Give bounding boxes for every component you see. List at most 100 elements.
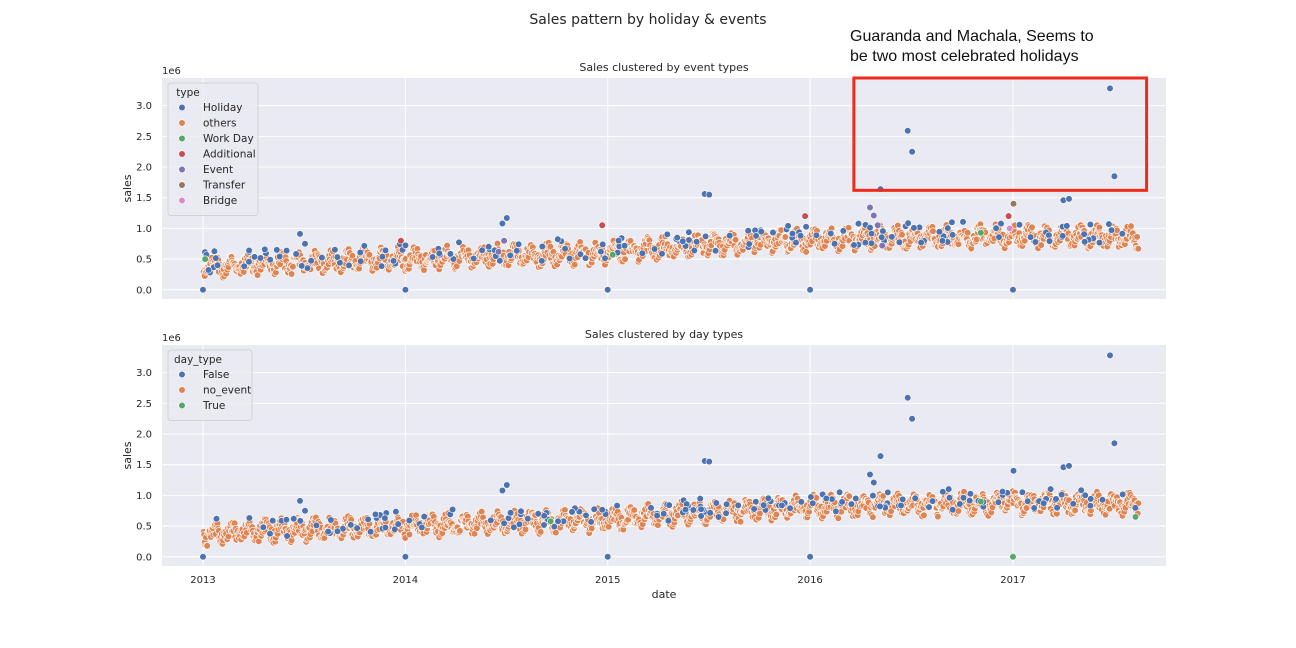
scatter-point-false	[876, 502, 884, 511]
scatter-point-false	[689, 506, 697, 514]
scatter-point-false	[832, 507, 840, 516]
legend-label: Event	[203, 164, 233, 176]
scatter-point-false	[852, 494, 860, 503]
scatter-point-holiday	[378, 253, 387, 261]
scatter-point-false	[604, 553, 612, 561]
scatter-point-holiday	[292, 250, 300, 258]
scatter-point-false	[540, 512, 548, 520]
scatter-point-false	[750, 505, 758, 513]
legend-marker	[178, 181, 186, 189]
legend-marker	[178, 134, 186, 143]
scatter-point-false	[327, 516, 335, 524]
scatter-point-false	[696, 495, 704, 503]
scatter-point-others	[288, 270, 296, 278]
scatter-point-holiday	[904, 127, 912, 135]
scatter-point-false	[515, 520, 524, 528]
scatter-point-false	[752, 498, 760, 506]
scatter-point-true	[546, 517, 555, 525]
scatter-point-holiday	[210, 247, 218, 255]
scatter-point-false	[876, 452, 885, 460]
scatter-point-event	[500, 237, 508, 245]
scatter-point-holiday	[997, 220, 1005, 228]
annotation-line-1: Guaranda and Machala, Seems to	[850, 28, 1094, 45]
y-tick-label: 2.5	[136, 399, 152, 410]
scatter-point-holiday	[1105, 220, 1113, 228]
scatter-point-false	[353, 524, 361, 532]
scatter-point-event	[494, 248, 503, 256]
scatter-point-holiday	[381, 246, 390, 254]
scatter-point-false	[822, 494, 830, 503]
scatter-point-holiday	[959, 218, 967, 226]
scatter-point-holiday	[910, 224, 918, 232]
scatter-point-no_event	[772, 510, 780, 519]
scatter-point-others	[1127, 222, 1135, 230]
scatter-point-holiday	[904, 219, 912, 227]
scatter-point-false	[282, 516, 291, 524]
scatter-point-others	[1133, 233, 1141, 241]
y-tick-label: 0.5	[136, 522, 152, 533]
scatter-point-false	[966, 490, 975, 498]
scatter-point-false	[269, 516, 277, 525]
legend-label: True	[202, 400, 225, 412]
scatter-point-holiday	[744, 227, 752, 235]
scatter-point-holiday	[401, 241, 410, 249]
scatter-point-holiday	[784, 222, 792, 230]
scatter-point-false	[524, 515, 532, 523]
annotation: Guaranda and Machala, Seems to be two mo…	[850, 28, 1094, 65]
scatter-point-holiday	[496, 257, 504, 265]
scatter-point-others	[954, 240, 963, 248]
scatter-point-false	[1119, 490, 1127, 499]
scatter-point-holiday	[261, 245, 269, 253]
scatter-point-holiday	[597, 248, 605, 256]
scatter-point-additional	[598, 221, 606, 229]
scatter-point-others	[254, 271, 262, 279]
scatter-point-holiday	[199, 286, 207, 294]
scatter-point-holiday	[658, 250, 666, 258]
scatter-point-false	[381, 514, 389, 522]
scatter-point-false	[391, 525, 399, 533]
scatter-point-holiday	[685, 228, 693, 236]
legend-marker	[178, 119, 186, 127]
scatter-point-holiday	[757, 228, 765, 236]
scatter-point-holiday	[1080, 230, 1088, 238]
legend-box	[167, 349, 253, 421]
scatter-point-no_event	[756, 509, 764, 518]
scatter-point-false	[266, 529, 274, 538]
scatter-point-holiday	[879, 227, 887, 235]
scatter-point-event	[866, 203, 874, 212]
scatter-point-false	[949, 506, 957, 514]
scatter-point-holiday	[401, 286, 410, 294]
scatter-point-holiday	[212, 254, 220, 262]
scatter-point-no_event	[405, 530, 414, 539]
scatter-point-false	[212, 515, 221, 523]
scatter-point-holiday	[485, 243, 493, 251]
y-tick-label: 1.5	[136, 460, 152, 471]
scatter-point-no_event	[521, 525, 530, 534]
scatter-point-false	[760, 501, 768, 509]
scatter-point-holiday	[830, 240, 839, 248]
legend-title: type	[176, 87, 199, 99]
scatter-point-false	[764, 494, 772, 502]
scatter-point-false	[312, 521, 321, 530]
scatter-point-holiday	[360, 242, 368, 250]
scatter-point-false	[956, 500, 964, 508]
scatter-point-work-day	[977, 229, 985, 237]
scatter-point-holiday	[711, 247, 720, 255]
y-tick-label: 2.5	[136, 132, 152, 143]
scatter-point-false	[1052, 495, 1060, 503]
scatter-point-false	[371, 510, 380, 519]
scatter-point-others	[963, 229, 972, 237]
scatter-point-others	[929, 227, 937, 235]
scatter-point-false	[510, 523, 518, 531]
legend-marker	[178, 103, 186, 112]
scatter-point-false	[199, 553, 207, 561]
scatter-point-others	[1134, 245, 1142, 253]
scatter-point-holiday	[1095, 239, 1104, 247]
scatter-point-holiday	[938, 237, 947, 245]
scatter-point-others	[546, 243, 555, 251]
scatter-point-false	[866, 470, 874, 479]
scatter-point-holiday	[1106, 84, 1114, 92]
scatter-point-holiday	[514, 240, 523, 248]
scatter-point-false	[1024, 497, 1032, 505]
scatter-point-holiday	[245, 246, 253, 255]
